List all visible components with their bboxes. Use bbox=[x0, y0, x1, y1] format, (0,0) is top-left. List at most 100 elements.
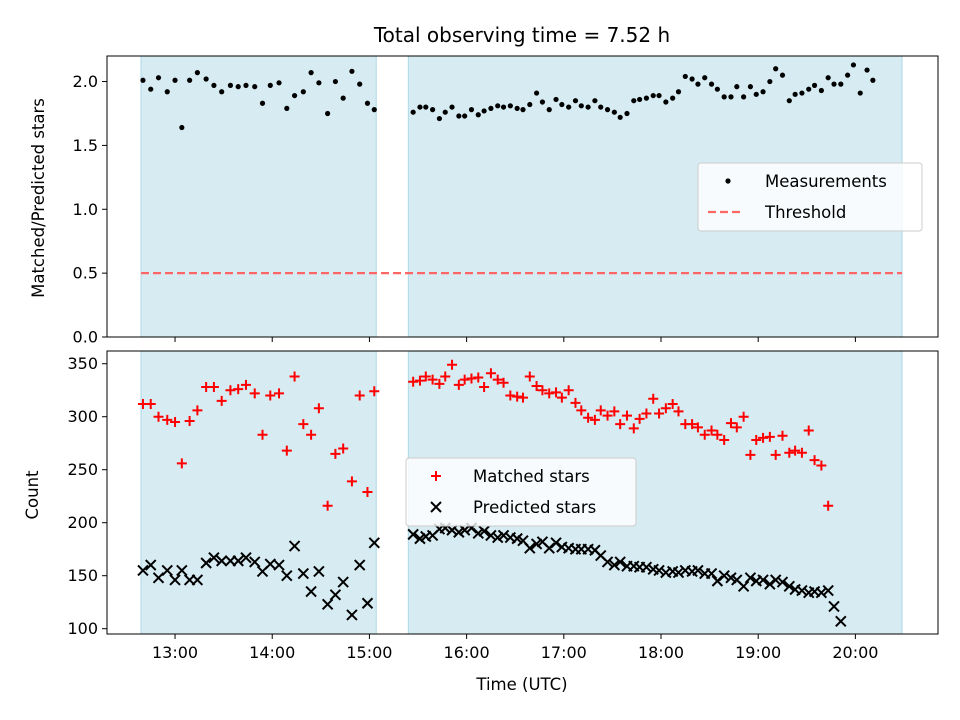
data-point bbox=[257, 429, 268, 440]
data-point bbox=[300, 89, 306, 95]
data-point bbox=[321, 598, 334, 611]
data-point bbox=[628, 423, 639, 434]
data-point bbox=[208, 382, 219, 393]
data-point bbox=[556, 392, 567, 403]
data-point bbox=[313, 403, 324, 414]
data-point bbox=[458, 524, 471, 536]
data-point bbox=[764, 578, 776, 590]
x-tick-label: 17:00 bbox=[541, 643, 587, 662]
data-point bbox=[340, 95, 346, 101]
data-point bbox=[216, 395, 227, 406]
data-point bbox=[184, 415, 195, 426]
data-point bbox=[702, 75, 708, 81]
data-point bbox=[176, 564, 188, 577]
data-point bbox=[281, 445, 292, 456]
data-point bbox=[281, 569, 293, 582]
data-point bbox=[308, 70, 314, 76]
legend-label: Threshold bbox=[764, 203, 846, 222]
data-point bbox=[442, 109, 448, 115]
data-point bbox=[602, 410, 613, 421]
data-point bbox=[362, 486, 373, 497]
data-point bbox=[453, 379, 464, 390]
data-point bbox=[615, 419, 626, 430]
data-point bbox=[553, 96, 559, 103]
data-point bbox=[692, 564, 704, 577]
data-point bbox=[792, 91, 798, 97]
data-point bbox=[845, 72, 851, 78]
data-point bbox=[475, 112, 481, 118]
bottom-y-axis-label: Count bbox=[23, 470, 42, 520]
data-point bbox=[747, 84, 754, 90]
data-point bbox=[595, 405, 606, 416]
data-point bbox=[760, 89, 766, 95]
data-point bbox=[225, 385, 236, 396]
data-point bbox=[288, 540, 301, 552]
data-point bbox=[539, 99, 546, 105]
data-point bbox=[192, 405, 203, 416]
series-measurements bbox=[140, 62, 876, 131]
data-point bbox=[737, 580, 750, 593]
ratio-panel: 0.0 0.5 1.0 1.5 2.0 Measurements Threshold bbox=[73, 55, 939, 347]
data-point bbox=[357, 81, 363, 87]
data-point bbox=[583, 412, 594, 423]
data-point bbox=[719, 435, 730, 446]
data-point bbox=[407, 528, 419, 541]
data-point bbox=[249, 556, 261, 568]
data-point bbox=[663, 99, 669, 105]
data-point bbox=[624, 110, 630, 117]
data-point bbox=[641, 408, 652, 419]
y-tick-label: 300 bbox=[67, 407, 98, 426]
data-point bbox=[233, 384, 244, 395]
data-point bbox=[249, 388, 260, 399]
data-point bbox=[799, 90, 805, 96]
data-point bbox=[240, 551, 252, 564]
data-point bbox=[488, 105, 494, 111]
data-point bbox=[259, 100, 266, 106]
data-point bbox=[784, 447, 795, 458]
data-point bbox=[637, 96, 643, 103]
data-point bbox=[531, 380, 542, 391]
data-point bbox=[346, 476, 357, 487]
data-point bbox=[338, 443, 349, 454]
data-point bbox=[267, 82, 273, 88]
data-point bbox=[414, 375, 425, 386]
data-point bbox=[346, 609, 358, 621]
data-point bbox=[576, 405, 587, 416]
data-point bbox=[215, 555, 228, 567]
data-point bbox=[429, 107, 436, 113]
y-tick-label: 100 bbox=[67, 619, 98, 638]
data-point bbox=[512, 391, 523, 402]
x-tick-label: 20:00 bbox=[832, 643, 878, 662]
data-point bbox=[838, 81, 844, 87]
data-point bbox=[172, 77, 178, 83]
data-point bbox=[473, 372, 484, 383]
data-point bbox=[354, 390, 365, 401]
data-point bbox=[640, 561, 653, 573]
top-y-axis-label: Matched/Predicted stars bbox=[29, 98, 48, 298]
data-point bbox=[551, 387, 562, 398]
series-predicted-stars bbox=[137, 522, 847, 627]
data-point bbox=[818, 87, 824, 94]
data-point bbox=[203, 76, 209, 82]
data-point bbox=[589, 414, 600, 425]
data-point bbox=[823, 500, 834, 511]
data-point bbox=[232, 555, 244, 567]
data-point bbox=[527, 101, 533, 108]
data-point bbox=[559, 101, 565, 108]
data-point bbox=[682, 73, 688, 80]
legend: Measurements Threshold bbox=[697, 162, 923, 232]
data-point bbox=[758, 432, 769, 443]
data-point bbox=[699, 429, 710, 440]
data-point bbox=[361, 597, 374, 609]
data-point bbox=[667, 398, 678, 409]
legend-box bbox=[697, 162, 923, 232]
data-point bbox=[670, 95, 676, 101]
data-point bbox=[592, 98, 598, 104]
data-point bbox=[712, 429, 723, 440]
data-point bbox=[578, 103, 584, 109]
data-point bbox=[449, 104, 455, 110]
data-point bbox=[322, 500, 333, 511]
x-tick-label: 18:00 bbox=[638, 643, 684, 662]
y-tick-label: 200 bbox=[67, 513, 98, 532]
data-point bbox=[815, 586, 828, 599]
